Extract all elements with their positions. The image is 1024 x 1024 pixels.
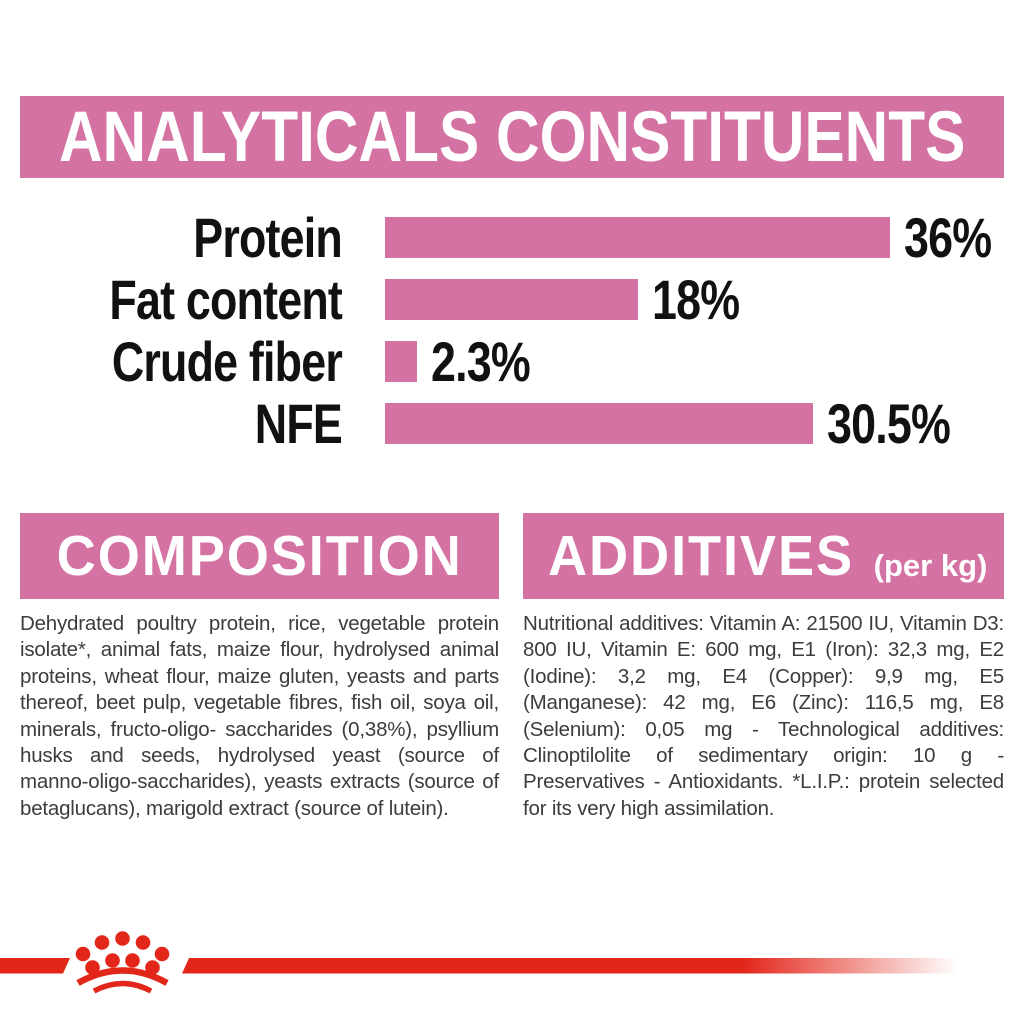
- additives-section: ADDITIVES (per kg) Nutritional additives…: [523, 513, 1004, 822]
- crown-arc-upper: [76, 967, 169, 986]
- crown-arc-lower: [92, 980, 153, 994]
- chart-category-label: Fat content: [109, 268, 342, 331]
- composition-title: COMPOSITION: [56, 524, 463, 588]
- chart-value-label: 30.5%: [826, 392, 951, 455]
- chart-value-label: 36%: [904, 206, 992, 269]
- composition-body: Dehydrated poultry protein, rice, vegeta…: [20, 612, 499, 820]
- red-line-right: [182, 958, 958, 974]
- additives-body: Nutritional additives: Vitamin A: 21500 …: [523, 612, 1004, 820]
- crown-dot: [154, 946, 170, 962]
- chart-bar: [385, 279, 638, 320]
- crown-dot: [85, 960, 100, 975]
- red-line-left: [0, 958, 70, 974]
- chart-value-label: 18%: [651, 268, 740, 331]
- chart-category-label: Protein: [193, 206, 343, 269]
- additives-per-kg-label: (per kg): [873, 548, 988, 583]
- chart-value-label: 2.3%: [431, 330, 531, 393]
- analytical-constituents-chart: Protein 36% Fat content 18% Crude fiber 2.3% N…: [0, 206, 1024, 465]
- crown-dot: [105, 953, 120, 968]
- chart-category-label: NFE: [254, 392, 343, 455]
- crown-dots: [75, 931, 170, 975]
- chart-category-label: Crude fiber: [111, 330, 343, 393]
- crown-dot: [135, 935, 151, 950]
- chart-row: NFE 30.5%: [0, 392, 1024, 455]
- analyticals-banner: ANALYTICALS CONSTITUENTS: [20, 96, 1004, 178]
- crown-dot: [94, 935, 110, 950]
- crown-dot: [145, 960, 160, 975]
- composition-section: COMPOSITION Dehydrated poultry protein, …: [20, 513, 499, 822]
- chart-row: Crude fiber 2.3%: [0, 330, 1024, 393]
- royal-canin-crown-icon: [0, 931, 958, 994]
- additives-header: ADDITIVES (per kg): [523, 513, 1004, 599]
- crown-dot: [75, 946, 91, 962]
- chart-bar: [385, 341, 418, 382]
- crown-dot: [125, 953, 140, 968]
- chart-row: Protein 36%: [0, 206, 1024, 269]
- chart-bar: [385, 217, 891, 258]
- crown-arcs: [76, 967, 169, 994]
- analyticals-title: ANALYTICALS CONSTITUENTS: [58, 97, 966, 177]
- crown-dot: [115, 931, 130, 946]
- chart-bar: [385, 403, 813, 444]
- composition-header: COMPOSITION: [20, 513, 499, 599]
- additives-title: ADDITIVES: [547, 524, 854, 588]
- chart-row: Fat content 18%: [0, 268, 1024, 331]
